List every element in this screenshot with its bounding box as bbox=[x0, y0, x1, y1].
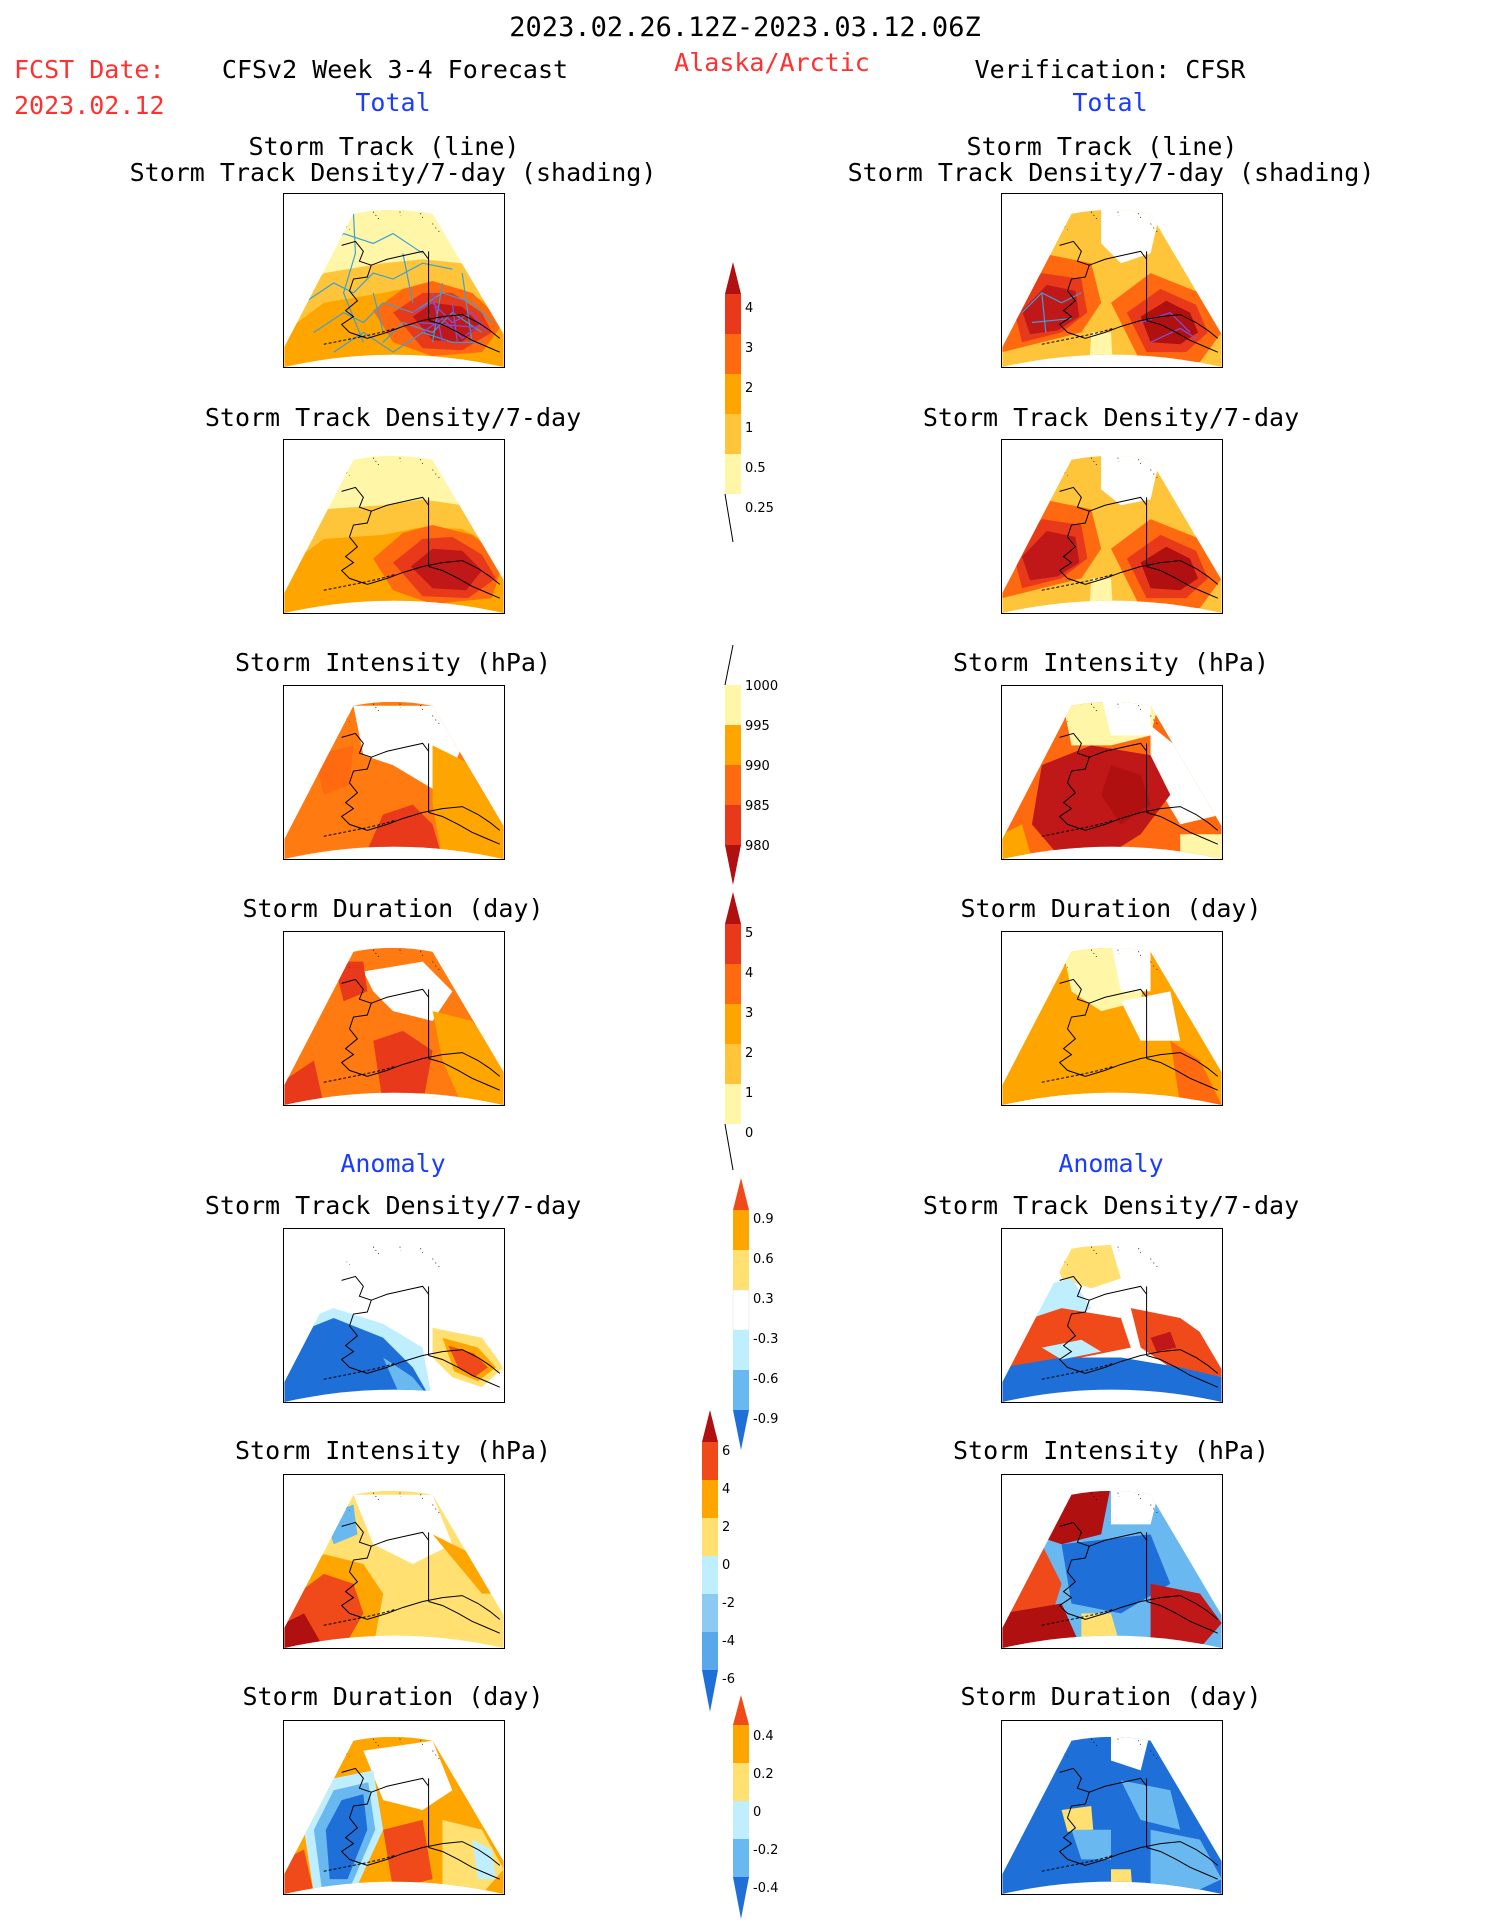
duration-cb-label-2: 3 bbox=[745, 1006, 753, 1021]
left-anom-density-title: Storm Track Density/7-day bbox=[204, 1191, 582, 1220]
right-duration-map bbox=[1001, 931, 1223, 1106]
right-anom-intensity-title: Storm Intensity (hPa) bbox=[952, 1436, 1270, 1465]
left-density-title: Storm Track Density/7-day bbox=[204, 403, 582, 432]
anom-duration-cb-label-1: 0.2 bbox=[753, 1767, 774, 1782]
left-intensity-map bbox=[283, 685, 505, 860]
left-anom-duration-title: Storm Duration (day) bbox=[242, 1682, 544, 1711]
density-cb-label-3: 1 bbox=[745, 421, 753, 436]
right-density-plot bbox=[1002, 455, 1222, 613]
duration-cb-label-4: 1 bbox=[745, 1086, 753, 1101]
left-anom-density-map bbox=[283, 1228, 505, 1403]
left-track-title-1: Storm Track (line) bbox=[248, 132, 520, 161]
anom-density-cb-label-5: -0.9 bbox=[753, 1412, 778, 1427]
date-range-title: 2023.02.26.12Z-2023.03.12.06Z bbox=[509, 12, 981, 43]
anom-duration-cb-label-3: -0.2 bbox=[753, 1843, 778, 1858]
right-anom-duration-plot bbox=[1002, 1736, 1222, 1894]
right-anom-intensity-plot bbox=[1002, 1490, 1222, 1648]
left-track-plot bbox=[284, 209, 504, 367]
right-track-title-2: Storm Track Density/7-day (shading) bbox=[847, 158, 1375, 187]
left-anom-density-plot bbox=[284, 1244, 504, 1402]
left-density-plot bbox=[284, 455, 504, 613]
region-title: Alaska/Arctic bbox=[674, 48, 870, 77]
anom-intensity-cb-label-1: 4 bbox=[722, 1482, 730, 1497]
intensity-cb-label-3: 985 bbox=[745, 799, 770, 814]
anom-intensity-cb-label-4: -2 bbox=[722, 1596, 735, 1611]
density-colorbar: 4 3 2 1 0.5 0.25 bbox=[724, 262, 795, 546]
right-anom-duration-map bbox=[1001, 1720, 1223, 1895]
density-cb-label-5: 0.25 bbox=[745, 501, 774, 516]
left-anom-intensity-plot bbox=[284, 1490, 504, 1648]
right-density-title: Storm Track Density/7-day bbox=[922, 403, 1300, 432]
anom-intensity-cb-label-2: 2 bbox=[722, 1520, 730, 1535]
left-anom-intensity-map bbox=[283, 1474, 505, 1649]
anom-duration-cb-label-4: -0.4 bbox=[753, 1881, 778, 1896]
left-track-title-2: Storm Track Density/7-day (shading) bbox=[129, 158, 657, 187]
duration-cb-label-1: 4 bbox=[745, 966, 753, 981]
density-cb-label-2: 2 bbox=[745, 381, 753, 396]
forecast-title: CFSv2 Week 3-4 Forecast bbox=[221, 55, 569, 84]
left-intensity-title: Storm Intensity (hPa) bbox=[234, 648, 552, 677]
left-density-map bbox=[283, 439, 505, 614]
fcst-date-label: FCST Date: bbox=[14, 55, 165, 84]
duration-colorbar: 5 4 3 2 1 0 bbox=[724, 892, 795, 1176]
left-duration-plot bbox=[284, 947, 504, 1105]
intensity-colorbar: 1000 995 990 985 980 bbox=[724, 644, 795, 889]
anom-intensity-cb-label-5: -4 bbox=[722, 1634, 735, 1649]
intensity-cb-label-0: 1000 bbox=[745, 679, 778, 694]
left-intensity-plot bbox=[284, 701, 504, 859]
anom-density-cb-label-3: -0.3 bbox=[753, 1332, 778, 1347]
intensity-cb-label-1: 995 bbox=[745, 719, 770, 734]
left-anomaly-label: Anomaly bbox=[340, 1149, 446, 1178]
right-anom-intensity-map bbox=[1001, 1474, 1223, 1649]
duration-cb-label-0: 5 bbox=[745, 926, 753, 941]
right-intensity-title: Storm Intensity (hPa) bbox=[952, 648, 1270, 677]
anom-density-cb-label-1: 0.6 bbox=[753, 1252, 774, 1267]
verification-title: Verification: CFSR bbox=[974, 55, 1246, 84]
anom-density-cb-label-4: -0.6 bbox=[753, 1372, 778, 1387]
anom-duration-cb-label-2: 0 bbox=[753, 1805, 761, 1820]
anom-intensity-colorbar: 6 4 2 0 -2 -4 -6 bbox=[702, 1410, 772, 1734]
anom-intensity-cb-label-6: -6 bbox=[722, 1672, 735, 1687]
anom-density-cb-label-0: 0.9 bbox=[753, 1212, 774, 1227]
left-total-label: Total bbox=[355, 88, 431, 117]
anom-duration-cb-label-0: 0.4 bbox=[753, 1729, 774, 1744]
left-duration-title: Storm Duration (day) bbox=[242, 894, 544, 923]
left-anom-duration-plot bbox=[284, 1736, 504, 1894]
intensity-cb-label-4: 980 bbox=[745, 839, 770, 854]
intensity-cb-label-2: 990 bbox=[745, 759, 770, 774]
right-track-title-1: Storm Track (line) bbox=[966, 132, 1238, 161]
right-track-map bbox=[1001, 193, 1223, 368]
density-cb-label-1: 3 bbox=[745, 341, 753, 356]
right-duration-title: Storm Duration (day) bbox=[960, 894, 1262, 923]
right-anomaly-label: Anomaly bbox=[1058, 1149, 1164, 1178]
duration-cb-label-3: 2 bbox=[745, 1046, 753, 1061]
left-anom-duration-map bbox=[283, 1720, 505, 1895]
right-density-map bbox=[1001, 439, 1223, 614]
duration-cb-label-5: 0 bbox=[745, 1126, 753, 1141]
anom-duration-colorbar: 0.4 0.2 0 -0.2 -0.4 bbox=[733, 1695, 803, 1929]
right-anom-density-title: Storm Track Density/7-day bbox=[922, 1191, 1300, 1220]
left-anom-intensity-title: Storm Intensity (hPa) bbox=[234, 1436, 552, 1465]
right-anom-density-map bbox=[1001, 1228, 1223, 1403]
density-cb-label-4: 0.5 bbox=[745, 461, 766, 476]
right-intensity-plot bbox=[1002, 701, 1222, 859]
anom-density-colorbar: 0.9 0.6 0.3 -0.3 -0.6 -0.9 bbox=[732, 1178, 803, 1462]
right-anom-density-plot bbox=[1002, 1244, 1222, 1402]
anom-density-cb-label-2: 0.3 bbox=[753, 1292, 774, 1307]
left-track-map bbox=[283, 193, 505, 368]
fcst-date-value: 2023.02.12 bbox=[14, 91, 165, 120]
right-track-plot bbox=[1002, 209, 1222, 367]
right-total-label: Total bbox=[1072, 88, 1148, 117]
left-duration-map bbox=[283, 931, 505, 1106]
right-anom-duration-title: Storm Duration (day) bbox=[960, 1682, 1262, 1711]
density-cb-label-0: 4 bbox=[745, 301, 753, 316]
anom-intensity-cb-label-0: 6 bbox=[722, 1444, 730, 1459]
right-duration-plot bbox=[1002, 947, 1222, 1105]
right-intensity-map bbox=[1001, 685, 1223, 860]
anom-intensity-cb-label-3: 0 bbox=[722, 1558, 730, 1573]
